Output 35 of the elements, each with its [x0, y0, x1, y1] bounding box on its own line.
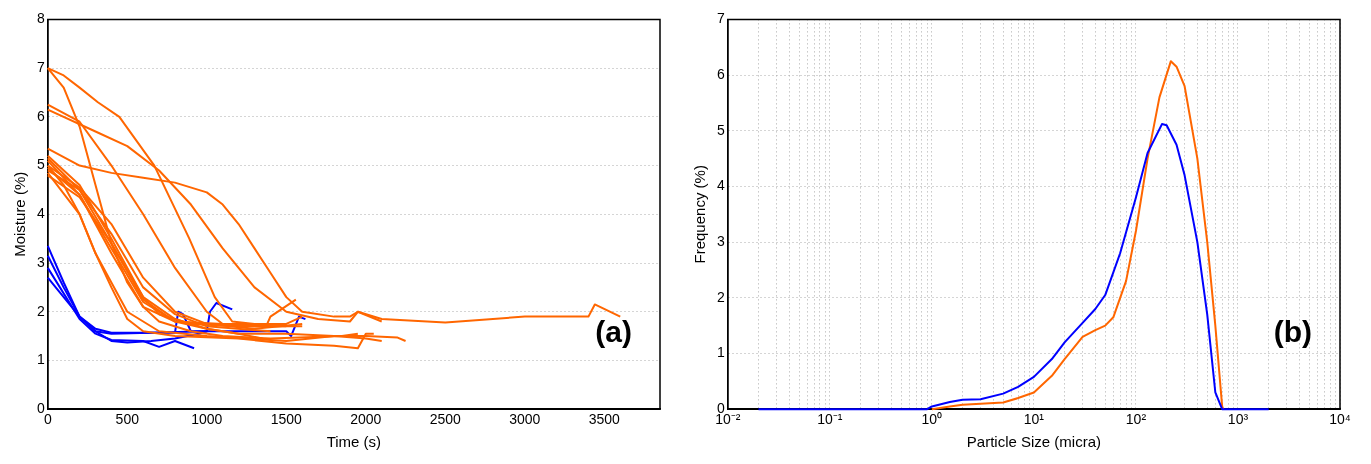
y-axis-title: Frequency (%)	[691, 165, 709, 264]
y-tick-label: 3	[36, 253, 45, 270]
y-tick-label: 5	[716, 121, 725, 138]
x-tick-label: 1500	[270, 411, 303, 428]
y-axis-title: Moisture (%)	[11, 171, 29, 257]
y-tick-label: 6	[716, 65, 725, 82]
x-tick-label: 10⁰	[921, 411, 943, 428]
x-tick-label: 10⁴	[1329, 411, 1351, 428]
x-tick-label: 1000	[191, 411, 223, 428]
y-tick-label: 5	[36, 156, 45, 173]
x-tick-label: 10⁻¹	[817, 411, 843, 428]
y-tick-label: 1	[716, 344, 725, 361]
x-tick-label: 500	[115, 411, 140, 428]
y-tick-label: 0	[36, 400, 45, 417]
y-tick-label: 7	[36, 58, 45, 75]
annotation: (a)	[595, 315, 632, 349]
x-axis-title: Time (s)	[326, 433, 382, 451]
x-tick-label: 3500	[588, 411, 621, 428]
x-axis-title: Particle Size (micra)	[966, 433, 1101, 451]
y-tick-label: 2	[716, 288, 725, 305]
y-tick-label: 7	[716, 10, 725, 27]
x-tick-label: 3000	[509, 411, 541, 428]
x-tick-label: 10²	[1125, 411, 1147, 428]
x-tick-label: 2000	[350, 411, 382, 428]
x-tick-label: 10¹	[1023, 411, 1045, 428]
y-tick-label: 4	[36, 205, 45, 222]
x-tick-label: 10³	[1227, 411, 1249, 428]
y-tick-label: 2	[36, 302, 45, 319]
y-tick-label: 8	[36, 10, 45, 27]
x-tick-label: 2500	[429, 411, 462, 428]
y-tick-label: 6	[36, 107, 45, 124]
y-tick-label: 1	[36, 351, 45, 368]
annotation: (b)	[1273, 315, 1312, 349]
y-tick-label: 3	[716, 233, 725, 249]
y-tick-label: 4	[716, 177, 725, 194]
